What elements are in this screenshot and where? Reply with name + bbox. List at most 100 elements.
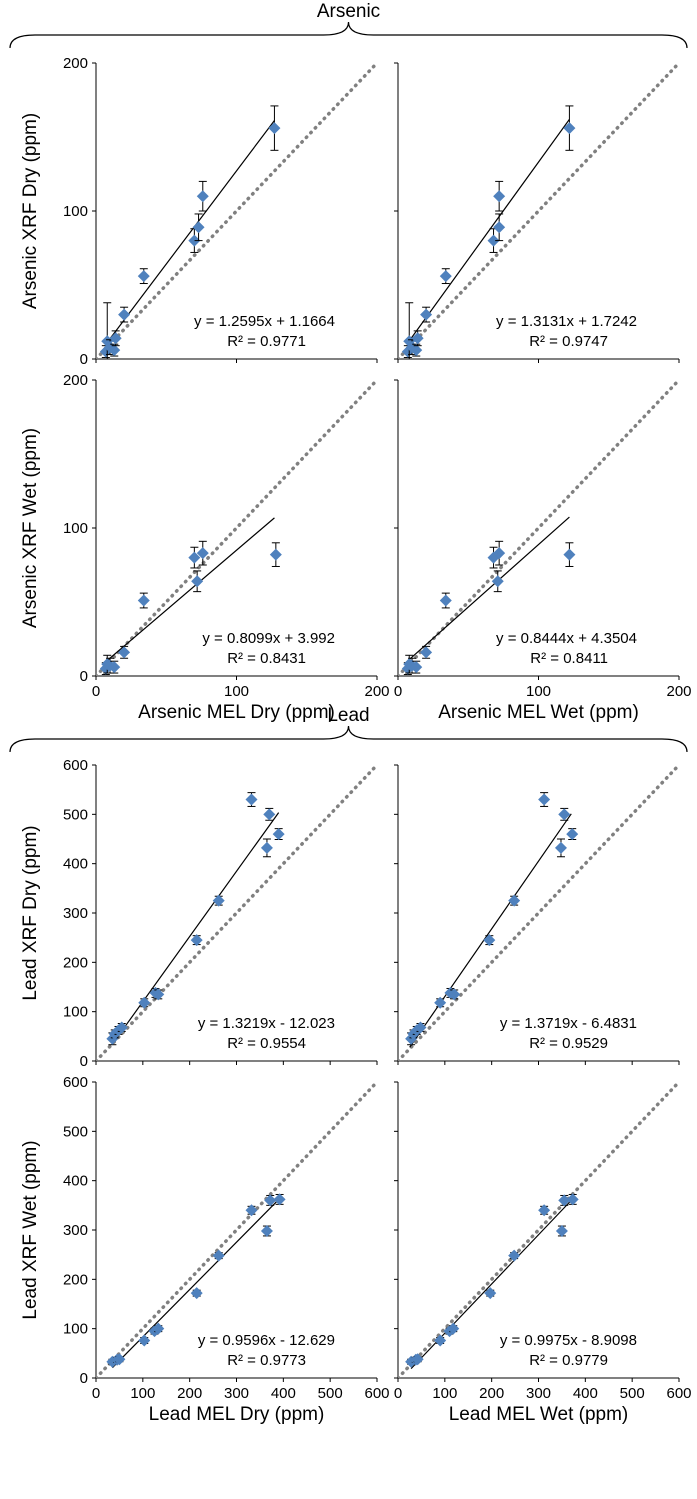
identity-line (96, 765, 377, 1061)
y-axis-label: Lead XRF Dry (ppm) (20, 825, 41, 1000)
group-title: Arsenic (317, 1, 380, 22)
data-point (190, 1287, 203, 1300)
group-brace (9, 725, 688, 753)
data-point (420, 308, 433, 321)
data-point (508, 1249, 521, 1262)
x-tick-label: 300 (224, 1385, 249, 1402)
data-point (410, 344, 423, 357)
trendline-equation: y = 0.8444x + 4.3504 (496, 630, 637, 647)
x-axis-label: Lead MEL Wet (ppm) (449, 1404, 629, 1425)
x-tick-label: 200 (479, 1385, 504, 1402)
x-tick-label: 400 (271, 1385, 296, 1402)
data-point (447, 1322, 460, 1335)
data-point (188, 234, 201, 247)
data-point (538, 793, 551, 806)
x-tick-label: 500 (620, 1385, 645, 1402)
data-point (483, 934, 496, 947)
y-tick-label: 400 (63, 856, 88, 873)
y-axis-label: Arsenic XRF Dry (ppm) (20, 113, 41, 309)
group-brace (9, 21, 688, 49)
data-point (190, 934, 203, 947)
data-point (555, 1224, 568, 1237)
data-point (108, 344, 121, 357)
x-tick-label: 100 (130, 1385, 155, 1402)
data-point (191, 575, 204, 588)
data-point (268, 122, 281, 135)
identity-line (96, 63, 377, 359)
x-tick-label: 100 (224, 683, 249, 700)
data-point (113, 1353, 126, 1366)
data-point (439, 594, 452, 607)
data-point (439, 270, 452, 283)
trendline (106, 517, 275, 661)
data-point (196, 547, 209, 560)
y-tick-label: 200 (63, 372, 88, 389)
trendline (407, 516, 570, 662)
x-tick-label: 500 (318, 1385, 343, 1402)
data-point (273, 1193, 286, 1206)
trendline (111, 812, 280, 1045)
data-point (269, 548, 282, 561)
r-squared-label: R² = 0.9529 (529, 1035, 608, 1052)
data-point (493, 547, 506, 560)
r-squared-label: R² = 0.9779 (529, 1352, 608, 1369)
x-tick-label: 0 (92, 1385, 100, 1402)
y-tick-label: 0 (80, 1370, 88, 1387)
r-squared-label: R² = 0.9554 (227, 1035, 306, 1052)
r-squared-label: R² = 0.8411 (530, 650, 608, 667)
data-point (115, 1021, 128, 1034)
panel-pb-dry-dry: 0 100 200 300 400 500 600 y = 1.3219x - 12.023 R… (20, 757, 378, 1070)
data-point (493, 221, 506, 234)
trendline-equation: y = 1.3719x - 6.4831 (500, 1015, 637, 1032)
y-tick-label: 500 (63, 806, 88, 823)
x-tick-label: 100 (526, 683, 551, 700)
identity-line (398, 380, 679, 676)
panel-pb-wet-wet: 0 100 200 300 400 500 600 y = 0.9975x - 8.9098 R… (394, 1081, 692, 1425)
data-point (484, 1287, 497, 1300)
identity-line (398, 63, 679, 359)
y-tick-label: 100 (63, 1321, 88, 1338)
y-axis-label: Arsenic XRF Wet (ppm) (20, 428, 41, 628)
y-tick-label: 100 (63, 520, 88, 537)
y-tick-label: 0 (80, 668, 88, 685)
r-squared-label: R² = 0.8431 (227, 650, 306, 667)
panel-as-dry-wet: y = 1.3131x + 1.7242 R² = 0.9747 (394, 62, 680, 363)
identity-line (96, 1082, 377, 1378)
y-axis-label: Lead XRF Wet (ppm) (20, 1140, 41, 1319)
trendline-equation: y = 0.9975x - 8.9098 (500, 1332, 637, 1349)
data-point (563, 122, 576, 135)
data-point (420, 646, 433, 659)
x-tick-label: 0 (394, 683, 402, 700)
x-axis-label: Arsenic MEL Wet (ppm) (438, 702, 639, 723)
y-tick-label: 200 (63, 1271, 88, 1288)
x-axis-label: Lead MEL Dry (ppm) (149, 1404, 325, 1425)
r-squared-label: R² = 0.9747 (529, 333, 608, 350)
trendline-equation: y = 1.2595x + 1.1664 (194, 313, 335, 330)
r-squared-label: R² = 0.9773 (227, 1352, 306, 1369)
data-point (448, 988, 461, 1001)
data-point (566, 1193, 579, 1206)
data-point (137, 270, 150, 283)
data-point (411, 332, 424, 345)
panel-as-wet-wet: 0 100 200 y = 0.8444x + 4.3504 R² = 0.8411 Ar… (394, 379, 692, 723)
groups-layer: Arsenic Lead (9, 1, 688, 753)
data-point (554, 841, 567, 854)
trendline (106, 120, 275, 343)
data-point (566, 828, 579, 841)
data-point (188, 551, 201, 564)
data-point (245, 1204, 258, 1217)
trendline-equation: y = 1.3131x + 1.7242 (496, 313, 637, 330)
x-tick-label: 100 (432, 1385, 457, 1402)
data-point (411, 1353, 424, 1366)
y-tick-label: 400 (63, 1173, 88, 1190)
identity-line (96, 380, 377, 676)
data-point (414, 1021, 427, 1034)
y-tick-label: 200 (63, 55, 88, 72)
x-tick-label: 300 (526, 1385, 551, 1402)
data-point (138, 996, 151, 1009)
data-point (192, 221, 205, 234)
x-tick-label: 200 (666, 683, 691, 700)
data-point (109, 332, 122, 345)
